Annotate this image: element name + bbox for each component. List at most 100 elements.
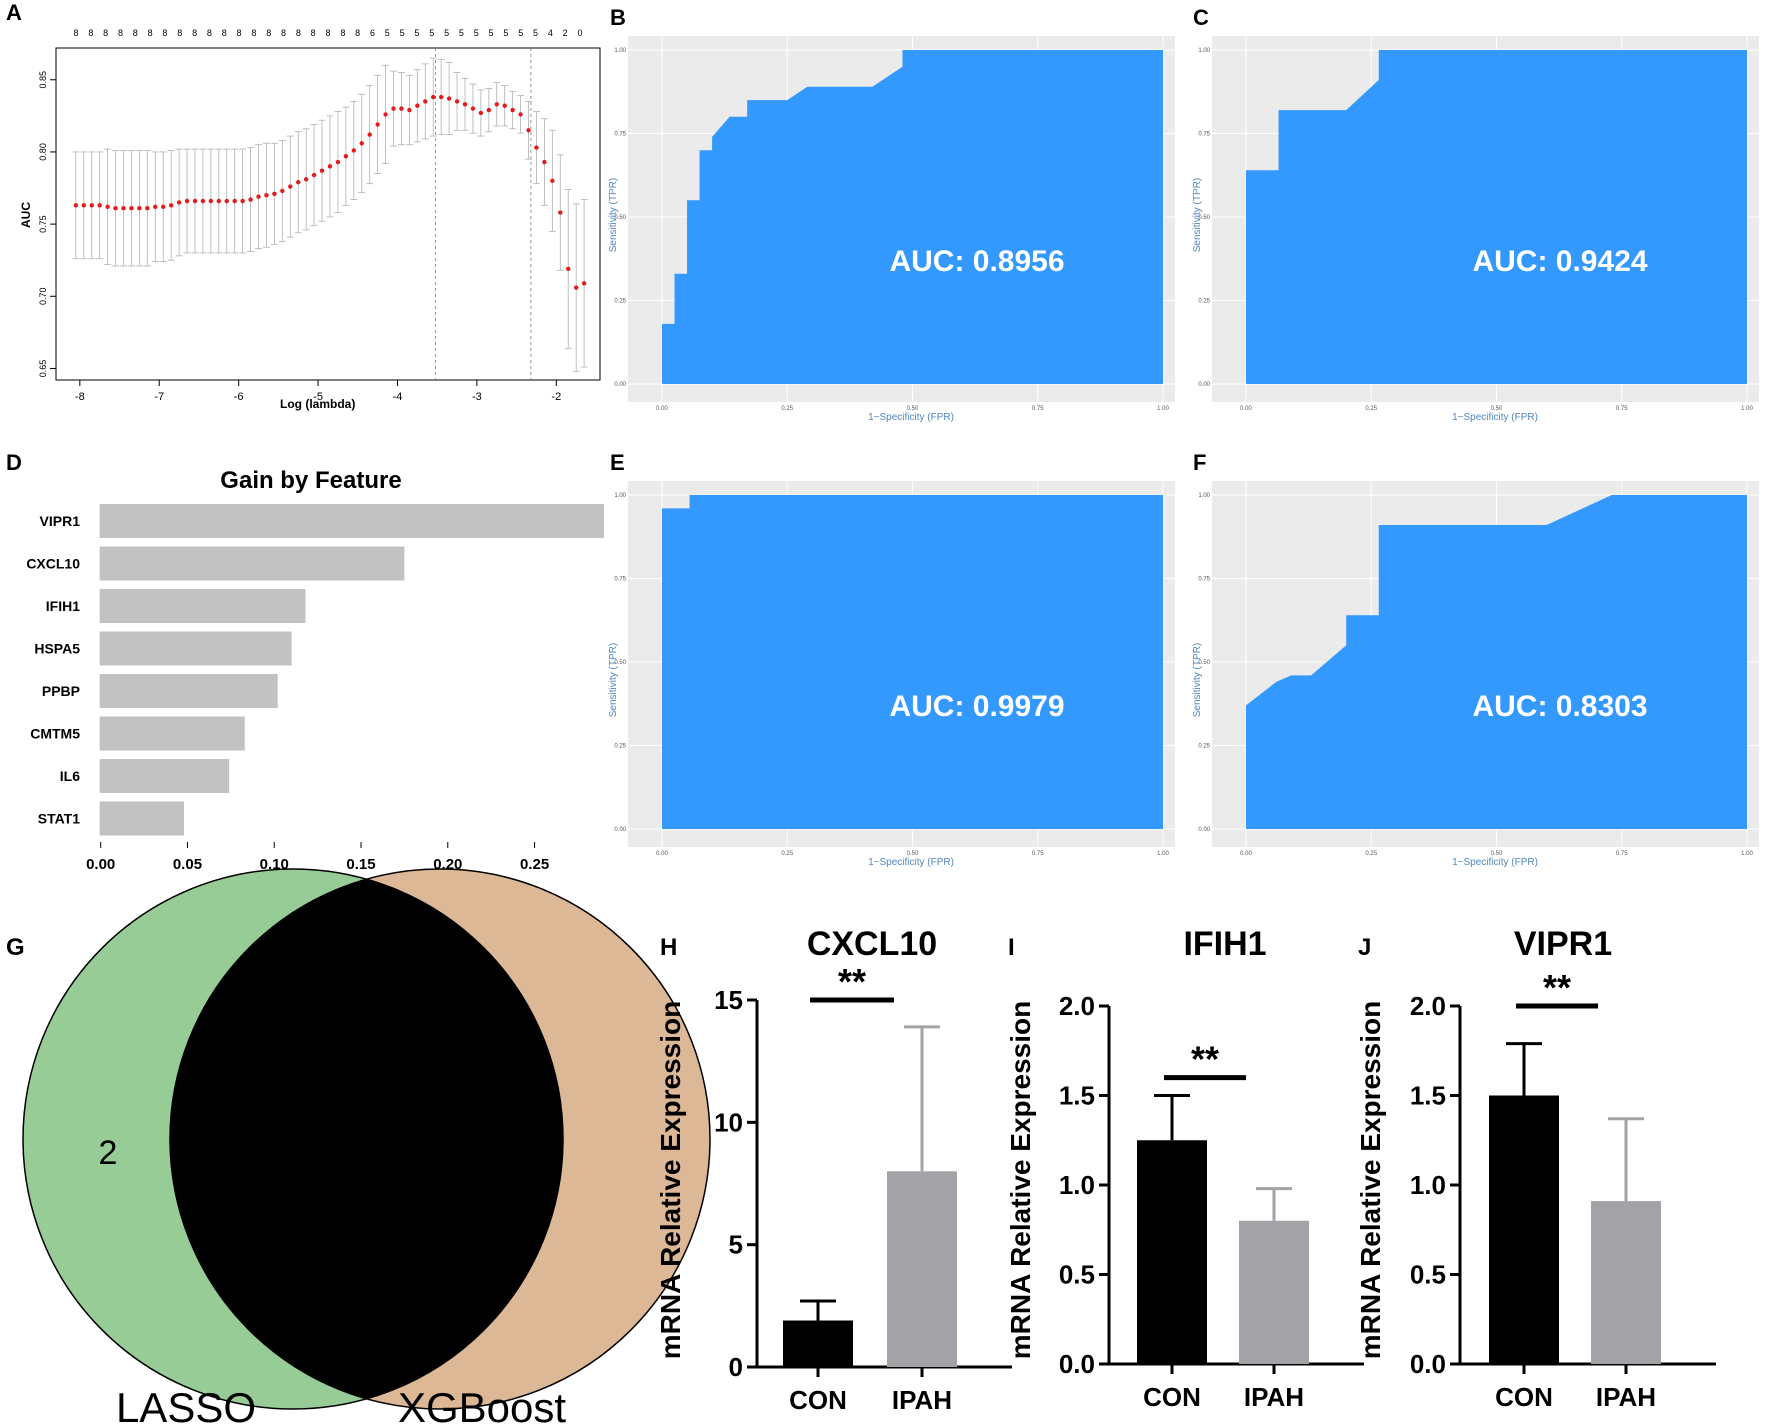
- bar-i-title: IFIH1: [1183, 925, 1266, 963]
- lasso-point: [470, 106, 476, 111]
- lasso-point: [272, 191, 277, 196]
- lasso-point: [168, 203, 174, 208]
- bar-ytick-label: 0.0: [1059, 1349, 1095, 1379]
- lasso-count-label: 8: [118, 28, 123, 38]
- bar-ytick-label: 2.0: [1410, 991, 1446, 1021]
- bar-ytick-label: 1.0: [1410, 1170, 1446, 1200]
- panel-letter-b: B: [610, 5, 626, 30]
- gain-category-label: VIPR1: [40, 513, 81, 529]
- lasso-point: [184, 198, 190, 204]
- bar-ipah: [1591, 1201, 1661, 1364]
- roc-ytick-label: 0.50: [1198, 215, 1210, 221]
- lasso-point: [502, 103, 507, 108]
- bar-ytick-label: 10: [714, 1107, 743, 1137]
- lasso-count-label: 5: [414, 28, 419, 38]
- lasso-point: [383, 112, 388, 117]
- gain-chart-title: Gain by Feature: [220, 467, 401, 494]
- roc-xtick-label: 1.00: [1157, 851, 1169, 857]
- lasso-count-label: 5: [400, 28, 405, 38]
- venn-label-lasso: LASSO: [116, 1384, 256, 1428]
- roc-xtick-label: 0.00: [1240, 406, 1252, 412]
- lasso-point: [240, 198, 245, 204]
- roc-ytick-label: 0.50: [614, 215, 626, 221]
- venn-label-xgboost: XGBoost: [398, 1384, 566, 1428]
- roc-xtick-label: 0.75: [1032, 851, 1044, 857]
- roc-xtick-label: 0.25: [781, 851, 793, 857]
- lasso-point: [494, 102, 499, 107]
- gain-category-label: PPBP: [42, 683, 80, 699]
- lasso-point: [97, 203, 102, 208]
- gain-bars: VIPR1 CXCL10 IFIH1 HSPA5 PPBP CMTM5 IL6 STAT1: [26, 504, 604, 836]
- significance-label: **: [1543, 967, 1571, 1008]
- bar-ytick-label: 0.5: [1410, 1260, 1446, 1290]
- bar-con: [1137, 1140, 1207, 1364]
- roc-xtick-label: 0.00: [1240, 851, 1252, 857]
- gain-bar: [99, 801, 184, 836]
- roc-ytick-label: 0.50: [614, 660, 626, 666]
- lasso-point: [216, 198, 222, 204]
- lasso-point: [478, 110, 484, 116]
- bar-category-label: CON: [1143, 1382, 1201, 1412]
- roc-xtick-label: 0.25: [1365, 406, 1377, 412]
- lasso-point: [399, 106, 404, 111]
- roc-b-auc-label: AUC: 0.8956: [889, 245, 1064, 278]
- roc-ytick-label: 0.50: [1198, 660, 1210, 666]
- lasso-count-label: 8: [355, 28, 360, 38]
- roc-xtick-label: 0.50: [1491, 406, 1503, 412]
- roc-ytick-label: 0.25: [1198, 744, 1210, 750]
- bar-ytick-label: 5: [729, 1230, 743, 1260]
- bar-ipah: [887, 1171, 957, 1367]
- lasso-point: [486, 107, 492, 113]
- roc-ytick-label: 1.00: [1198, 48, 1210, 54]
- roc-f-xlabel: 1−Specificity (FPR): [1452, 857, 1538, 868]
- bar-ytick-label: 0.5: [1059, 1260, 1095, 1290]
- lasso-count-label: 5: [459, 28, 464, 38]
- bar-con: [1489, 1095, 1559, 1364]
- roc-b-area: [662, 50, 1163, 384]
- lasso-point: [573, 285, 579, 290]
- panel-letter-g: G: [6, 934, 25, 961]
- bar-i-ylabel: mRNA Relative Expression: [1005, 1001, 1036, 1359]
- bar-ytick-label: 1.0: [1059, 1170, 1095, 1200]
- bar-ytick-label: 0.0: [1410, 1349, 1446, 1379]
- bar-j-marks: 0.0 0.5 1.0 1.5 2.0 CON IPAH **: [1410, 967, 1716, 1412]
- lasso-point: [224, 198, 229, 204]
- lasso-point: [113, 206, 118, 211]
- lasso-point: [256, 194, 261, 199]
- roc-c-area: [1246, 50, 1747, 384]
- lasso-count-label: 4: [548, 28, 553, 38]
- lasso-point: [89, 203, 94, 208]
- lasso-count-label: 8: [266, 28, 271, 38]
- bar-category-label: IPAH: [1244, 1382, 1304, 1412]
- lasso-point: [296, 180, 301, 185]
- venn-count-right: 2: [536, 1134, 555, 1172]
- roc-c-auc-label: AUC: 0.9424: [1472, 245, 1647, 278]
- lasso-point: [121, 206, 126, 211]
- lasso-count-label: 5: [518, 28, 523, 38]
- venn-overlap-region: [170, 869, 563, 1409]
- roc-xtick-label: 1.00: [1157, 406, 1169, 412]
- lasso-count-label: 5: [385, 28, 390, 38]
- lasso-ytick-label: 0.65: [38, 360, 48, 378]
- lasso-point: [73, 203, 79, 208]
- lasso-point: [248, 197, 253, 202]
- lasso-point: [581, 281, 587, 286]
- lasso-point: [542, 159, 547, 165]
- roc-c-xlabel: 1−Specificity (FPR): [1452, 412, 1538, 423]
- lasso-point: [438, 94, 444, 100]
- lasso-count-label: 8: [162, 28, 167, 38]
- venn-diagram: 2 3 2 LASSO XGBoost: [22, 868, 711, 1428]
- bar-i-marks: 0.0 0.5 1.0 1.5 2.0 CON IPAH **: [1059, 991, 1364, 1412]
- roc-xtick-label: 0.75: [1616, 406, 1628, 412]
- roc-c-ylabel: Sensitivity (TPR): [1192, 178, 1203, 252]
- roc-ytick-label: 0.75: [1198, 132, 1210, 138]
- roc-xtick-label: 0.50: [907, 851, 919, 857]
- lasso-xtick-label: -3: [472, 391, 482, 403]
- panel-letter-c: C: [1193, 5, 1209, 30]
- roc-xtick-label: 0.25: [1365, 851, 1377, 857]
- roc-ytick-label: 0.00: [1198, 382, 1210, 388]
- lasso-point: [359, 141, 364, 146]
- lasso-ytick-label: 0.70: [38, 288, 48, 306]
